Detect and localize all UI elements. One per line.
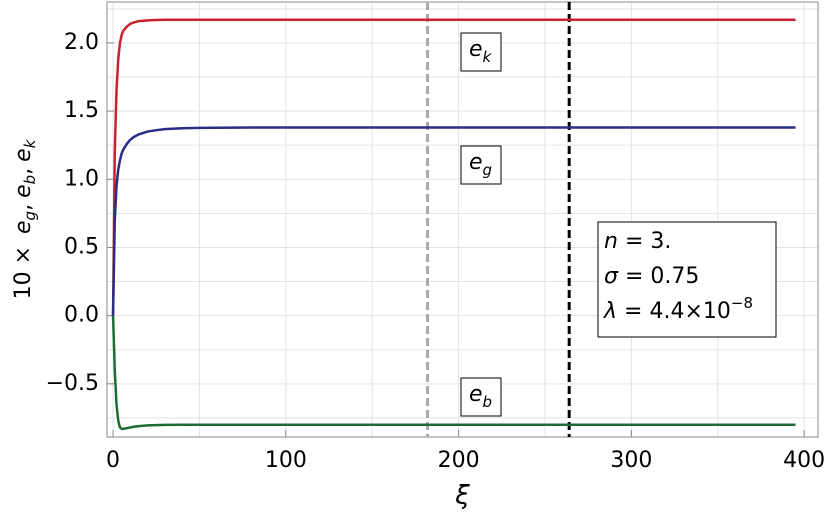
series-label-sub: k: [483, 48, 493, 66]
y-axis-label: 10 ×eg,eb,ek: [11, 138, 39, 299]
y-label-sub: b: [21, 175, 39, 185]
y-tick-label: −0.5: [46, 371, 99, 396]
series-label-box: [460, 377, 502, 417]
series-label-box: [460, 145, 502, 185]
x-tick-label: 0: [106, 448, 120, 473]
y-tick-label: 0.5: [64, 234, 99, 259]
y-label-term: e: [11, 184, 36, 198]
param-symbol: λ: [603, 299, 617, 324]
series-line: [111, 18, 796, 316]
param-text: = 4.4×10: [617, 299, 731, 324]
series-label-base: e: [469, 37, 483, 62]
y-label-sep: ,: [11, 204, 36, 211]
y-label-term: e: [11, 220, 36, 234]
y-tick-label: 2.0: [64, 30, 99, 55]
series-label: eb: [469, 382, 492, 411]
param-box: [597, 221, 777, 338]
series-label-sub: g: [483, 161, 493, 179]
y-label-sub: k: [21, 138, 39, 148]
y-label-sep: ,: [11, 168, 36, 175]
series-label-base: e: [469, 382, 483, 407]
param-sup: −8: [731, 294, 753, 312]
y-tick-label: 1.5: [64, 98, 99, 123]
x-tick-label: 400: [783, 448, 825, 473]
y-label-term: e: [11, 148, 36, 162]
series-label-base: e: [469, 150, 483, 175]
x-tick-label: 300: [610, 448, 652, 473]
param-text: = 3.: [618, 229, 671, 254]
series-line: [111, 126, 796, 316]
series-label: ek: [469, 37, 493, 66]
x-tick-label: 100: [265, 448, 307, 473]
param-text: = 0.75: [618, 264, 699, 289]
param-line: n = 3.: [604, 229, 671, 254]
series-label: eg: [469, 150, 492, 179]
x-axis-label: ξ: [454, 481, 470, 511]
y-label-sub: g: [21, 211, 39, 221]
y-tick-label: 1.0: [64, 166, 99, 191]
y-label-prefix: 10 ×: [11, 246, 36, 299]
param-line: λ = 4.4×10−8: [603, 294, 753, 325]
y-tick-label: 0.0: [64, 303, 99, 328]
series-label-sub: b: [483, 393, 493, 411]
param-symbol: σ: [604, 264, 619, 289]
series-label-box: [460, 32, 502, 72]
param-line: σ = 0.75: [604, 264, 699, 289]
series-line: [111, 315, 796, 431]
param-symbol: n: [604, 229, 618, 254]
plot-frame: [106, 1, 819, 438]
x-tick-label: 200: [438, 448, 480, 473]
